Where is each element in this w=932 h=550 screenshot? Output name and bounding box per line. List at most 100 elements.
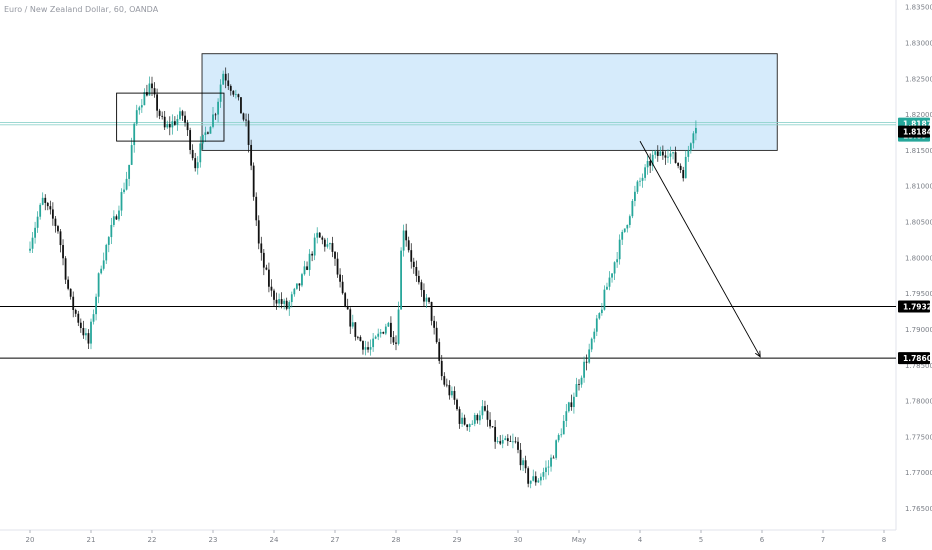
candle-body bbox=[384, 326, 387, 334]
candle-body bbox=[560, 434, 563, 436]
projection-arrow-line[interactable] bbox=[639, 140, 761, 357]
candle-body bbox=[372, 338, 375, 348]
candle-body bbox=[102, 260, 105, 269]
candle-body bbox=[471, 423, 474, 425]
time-tick-label: 28 bbox=[392, 536, 401, 544]
candle-body bbox=[171, 121, 174, 128]
price-axis-panel[interactable] bbox=[896, 0, 932, 550]
candle-body bbox=[634, 191, 636, 201]
price-tick-label: 1.81000 bbox=[905, 183, 932, 191]
candle-body bbox=[90, 321, 92, 344]
candle-body bbox=[41, 197, 44, 205]
candle-body bbox=[173, 121, 176, 125]
candle-body bbox=[166, 124, 169, 128]
candle-body bbox=[115, 216, 118, 220]
candle-body bbox=[257, 220, 260, 244]
supply-zone-rectangle[interactable] bbox=[201, 53, 778, 151]
candle-body bbox=[672, 152, 674, 154]
candle-body bbox=[222, 73, 225, 85]
candle-body bbox=[110, 224, 113, 238]
level-price-tag-text: 1.81846 bbox=[903, 128, 932, 137]
time-tick-label: 5 bbox=[699, 536, 703, 544]
candle-body bbox=[237, 94, 240, 98]
candle-body bbox=[318, 232, 321, 238]
candle-body bbox=[133, 123, 136, 146]
candle-body bbox=[341, 281, 344, 294]
candle-body bbox=[692, 133, 695, 144]
candle-body bbox=[214, 114, 217, 116]
candle-body bbox=[252, 165, 255, 197]
candle-body bbox=[387, 322, 390, 327]
candle-body bbox=[285, 300, 288, 309]
candle-body bbox=[397, 309, 400, 344]
candle-body bbox=[438, 342, 441, 361]
time-tick-label: 29 bbox=[453, 536, 462, 544]
candle-body bbox=[677, 162, 680, 166]
candle-body bbox=[301, 274, 303, 286]
candle-body bbox=[161, 115, 164, 117]
candle-body bbox=[468, 424, 471, 428]
candle-body bbox=[49, 206, 52, 210]
candle-body bbox=[79, 322, 82, 329]
candle-body bbox=[268, 269, 270, 287]
candle-body bbox=[135, 110, 138, 124]
candle-body bbox=[72, 296, 75, 310]
candle-body bbox=[402, 230, 405, 251]
candle-body bbox=[415, 266, 418, 276]
candle-body bbox=[31, 237, 34, 249]
candle-body bbox=[545, 467, 547, 473]
candle-body bbox=[140, 105, 143, 108]
candle-body bbox=[491, 426, 494, 428]
candle-body bbox=[684, 156, 687, 179]
candle-body bbox=[168, 124, 171, 128]
candle-body bbox=[346, 306, 349, 310]
candle-body bbox=[534, 476, 537, 483]
candle-body bbox=[489, 419, 491, 427]
candle-body bbox=[46, 202, 49, 207]
candle-body bbox=[143, 92, 146, 106]
consolidation-box[interactable] bbox=[116, 92, 225, 142]
candle-body bbox=[405, 230, 408, 241]
candle-body bbox=[484, 406, 486, 411]
price-tick-label: 1.77000 bbox=[905, 469, 932, 477]
candle-body bbox=[611, 273, 613, 278]
candle-body bbox=[275, 299, 278, 304]
candle-body bbox=[631, 200, 634, 217]
candle-body bbox=[667, 156, 669, 158]
price-tick-label: 1.78000 bbox=[905, 398, 932, 406]
candle-body bbox=[420, 282, 423, 291]
candle-body bbox=[562, 420, 565, 435]
candle-body bbox=[92, 314, 95, 322]
candle-body bbox=[186, 122, 189, 131]
candle-body bbox=[509, 441, 512, 442]
candle-body bbox=[329, 243, 331, 245]
price-tick-label: 1.80000 bbox=[905, 254, 932, 262]
price-tick-label: 1.81500 bbox=[905, 147, 932, 155]
candle-body bbox=[390, 322, 392, 338]
candle-body bbox=[649, 161, 652, 166]
candle-body bbox=[151, 83, 153, 89]
candle-body bbox=[514, 441, 517, 443]
candle-body bbox=[34, 227, 36, 238]
time-tick-label: May bbox=[572, 536, 586, 544]
candle-body bbox=[626, 224, 629, 229]
candle-body bbox=[118, 210, 120, 220]
candle-body bbox=[44, 197, 47, 203]
time-tick-label: 4 bbox=[638, 536, 643, 544]
candle-body bbox=[506, 438, 509, 442]
candle-body bbox=[644, 167, 646, 178]
candle-body bbox=[339, 274, 341, 282]
candle-body bbox=[440, 360, 443, 377]
candle-body bbox=[547, 466, 550, 468]
candle-body bbox=[303, 266, 306, 275]
candle-body bbox=[550, 457, 552, 467]
candle-body bbox=[224, 73, 227, 81]
candle-body bbox=[423, 290, 425, 302]
candle-body bbox=[334, 251, 336, 259]
candle-body bbox=[64, 258, 67, 280]
candle-body bbox=[95, 296, 97, 315]
candle-body bbox=[448, 385, 451, 396]
candle-body bbox=[400, 250, 402, 310]
candle-body bbox=[283, 300, 286, 304]
